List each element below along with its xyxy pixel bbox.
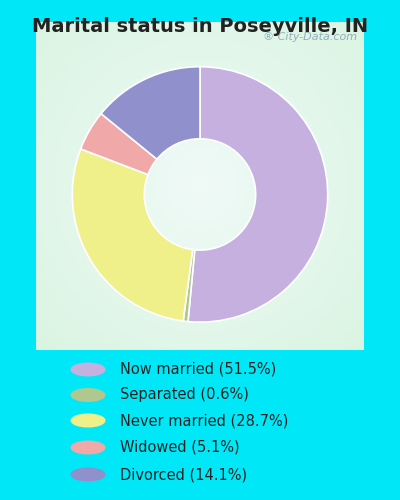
Wedge shape: [72, 149, 193, 321]
Text: Marital status in Poseyville, IN: Marital status in Poseyville, IN: [32, 18, 368, 36]
Text: Separated (0.6%): Separated (0.6%): [120, 388, 249, 402]
Text: Never married (28.7%): Never married (28.7%): [120, 413, 288, 428]
Circle shape: [71, 414, 105, 427]
Text: Divorced (14.1%): Divorced (14.1%): [120, 467, 247, 482]
Circle shape: [71, 441, 105, 454]
Wedge shape: [81, 114, 157, 174]
Circle shape: [71, 468, 105, 481]
Text: ® City-Data.com: ® City-Data.com: [263, 32, 357, 42]
Text: Widowed (5.1%): Widowed (5.1%): [120, 440, 240, 455]
Wedge shape: [101, 66, 200, 159]
Circle shape: [71, 363, 105, 376]
Circle shape: [71, 388, 105, 402]
Text: Now married (51.5%): Now married (51.5%): [120, 362, 276, 377]
Wedge shape: [183, 250, 195, 322]
Wedge shape: [188, 66, 328, 322]
